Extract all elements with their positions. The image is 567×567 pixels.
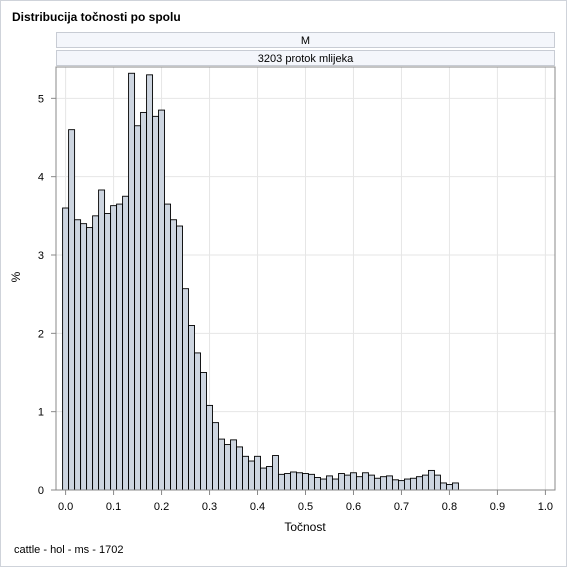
x-tick-label: 0.4 bbox=[250, 501, 265, 513]
histogram-bar bbox=[266, 466, 273, 491]
histogram-bar bbox=[194, 352, 201, 491]
histogram-bar bbox=[368, 474, 375, 491]
y-tick-label: 1 bbox=[38, 407, 44, 419]
histogram-bar bbox=[404, 478, 411, 491]
histogram-bar bbox=[332, 478, 339, 491]
histogram-bar bbox=[164, 203, 172, 491]
histogram-bar bbox=[254, 455, 261, 491]
histogram-bar bbox=[374, 477, 381, 491]
histogram-bar bbox=[296, 472, 303, 491]
x-tick-label: 1.0 bbox=[538, 501, 553, 513]
histogram-bar bbox=[170, 219, 178, 491]
histogram-bar bbox=[62, 207, 70, 491]
x-tick-label: 0.5 bbox=[298, 501, 313, 513]
histogram-bar bbox=[278, 473, 285, 491]
histogram-bar bbox=[68, 129, 76, 491]
chart-title: Distribucija točnosti po spolu bbox=[12, 10, 181, 24]
histogram-bar bbox=[260, 467, 267, 491]
tick-labels: 0.0 0.1 0.2 0.3 0.4 0.5 0.6 0.7 0.8 0.9 1.0 0 1 2 3 4 5 bbox=[38, 93, 553, 513]
histogram-bar bbox=[146, 74, 154, 491]
histogram-bar bbox=[140, 111, 148, 491]
histogram-bar bbox=[380, 476, 387, 491]
histogram-bar bbox=[362, 472, 369, 491]
x-tick-label: 0.0 bbox=[58, 501, 73, 513]
x-tick-label: 0.1 bbox=[106, 501, 121, 513]
histogram-bar bbox=[152, 115, 160, 491]
x-tick-label: 0.8 bbox=[442, 501, 457, 513]
histogram-bar bbox=[98, 189, 106, 491]
histogram-bar bbox=[128, 72, 136, 491]
histogram-bar bbox=[230, 439, 237, 491]
x-tick-label: 0.7 bbox=[394, 501, 409, 513]
y-tick-label: 0 bbox=[38, 485, 44, 497]
y-tick-label: 5 bbox=[38, 93, 44, 105]
histogram-bar bbox=[242, 455, 249, 491]
histogram-bar bbox=[134, 125, 142, 491]
histogram-bar bbox=[433, 474, 441, 491]
histogram-bar bbox=[451, 482, 459, 491]
histogram-bar bbox=[176, 225, 183, 491]
histogram-bar bbox=[314, 477, 321, 491]
histogram-bar bbox=[212, 422, 219, 491]
x-axis-label: Točnost bbox=[284, 520, 326, 534]
histogram-bar bbox=[224, 444, 231, 491]
histogram-bar bbox=[272, 455, 279, 491]
panel-header-trait: 3203 protok mlijeka bbox=[56, 50, 555, 66]
histogram-bar bbox=[92, 215, 100, 491]
panel-header-sex: M bbox=[56, 32, 555, 48]
histogram-bar bbox=[290, 471, 297, 491]
histogram-bar bbox=[320, 478, 327, 491]
histogram-bar bbox=[416, 476, 423, 491]
histogram-bar bbox=[284, 473, 291, 491]
histogram-bar bbox=[248, 460, 255, 491]
histogram-bar bbox=[206, 404, 213, 491]
histogram-bar bbox=[302, 473, 309, 491]
histogram-bar bbox=[110, 205, 118, 491]
histogram-bar bbox=[188, 325, 195, 491]
y-tick-label: 3 bbox=[38, 250, 44, 262]
histogram-bar bbox=[80, 223, 88, 491]
histogram-bar bbox=[344, 474, 351, 491]
histogram-bar bbox=[422, 474, 429, 491]
histogram-bar bbox=[326, 475, 333, 491]
histogram-bar bbox=[182, 288, 189, 491]
histogram-bar bbox=[356, 476, 363, 491]
x-tick-label: 0.3 bbox=[202, 501, 217, 513]
histogram-bar bbox=[308, 473, 315, 491]
histogram-bar bbox=[398, 480, 405, 491]
y-tick-label: 2 bbox=[38, 328, 44, 340]
histogram-bar bbox=[158, 109, 166, 491]
histogram-bar bbox=[74, 219, 82, 491]
histogram-bar bbox=[86, 227, 94, 491]
x-tick-label: 0.2 bbox=[154, 501, 169, 513]
x-tick-label: 0.9 bbox=[490, 501, 505, 513]
histogram-bar bbox=[350, 472, 357, 491]
histogram-bar bbox=[338, 473, 345, 491]
y-axis-label: % bbox=[9, 271, 23, 282]
histogram-bar bbox=[122, 195, 130, 491]
y-tick-label: 4 bbox=[38, 172, 44, 184]
histogram-bar bbox=[116, 203, 124, 491]
histogram-bar bbox=[392, 479, 399, 491]
histogram-bars bbox=[62, 72, 459, 491]
histogram-bar bbox=[386, 475, 393, 491]
histogram-bar bbox=[445, 484, 453, 491]
histogram-bar bbox=[236, 446, 243, 491]
histogram-bar bbox=[439, 482, 447, 491]
histogram-bar bbox=[200, 372, 207, 491]
histogram-bar bbox=[218, 438, 225, 491]
x-tick-label: 0.6 bbox=[346, 501, 361, 513]
histogram-bar bbox=[104, 213, 112, 491]
footnote: cattle - hol - ms - 1702 bbox=[14, 544, 124, 556]
histogram-bar bbox=[410, 477, 417, 491]
histogram-bar bbox=[428, 469, 435, 491]
